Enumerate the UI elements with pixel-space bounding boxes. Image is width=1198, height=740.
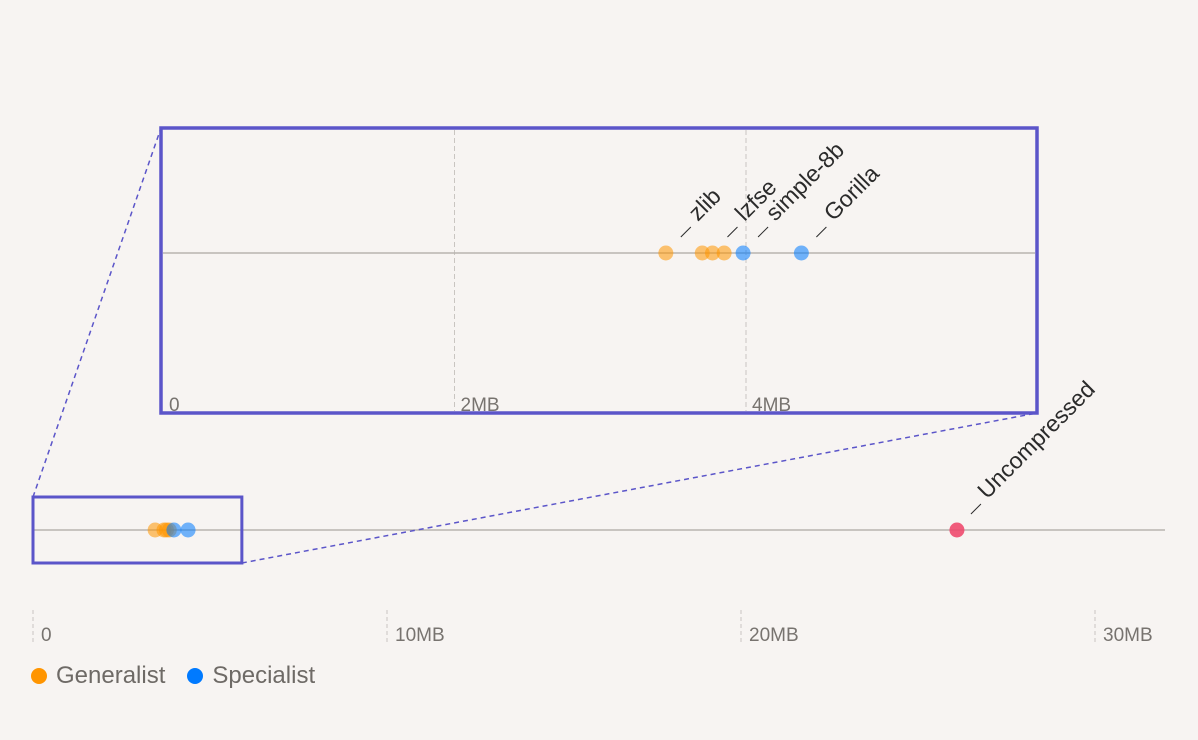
zoom-point-specialist (735, 245, 751, 261)
main-tick-label: 20MB (749, 625, 799, 646)
main-point-leader (970, 503, 982, 515)
main-tick-label: 30MB (1103, 625, 1153, 646)
zoom-point-generalist (658, 245, 674, 261)
legend-label-specialist: Specialist (212, 662, 316, 689)
main-tick-label: 10MB (395, 625, 445, 646)
zoom-tick-label: 4MB (752, 395, 791, 416)
legend-item-specialist[interactable]: Specialist (187, 662, 315, 690)
main-tick-label: 0 (41, 625, 52, 646)
legend-item-generalist[interactable]: Generalist (31, 662, 165, 690)
main-point-specialist (180, 522, 196, 538)
legend-label-generalist: Generalist (56, 662, 166, 689)
zoom-connector-left (32, 127, 162, 498)
zoom-tick-label: 0 (169, 395, 180, 416)
zoom-point-leader (757, 226, 769, 238)
zoom-tick-label: 2MB (461, 395, 500, 416)
zoom-point-label: zlib (683, 183, 726, 226)
zoom-point-leader (816, 226, 827, 238)
legend: Generalist Specialist (31, 662, 315, 690)
legend-dot-generalist (31, 668, 47, 684)
zoom-panel-box (159, 126, 1039, 415)
zoom-point-leader (680, 226, 692, 238)
zoom-point-generalist (704, 245, 720, 261)
legend-dot-specialist (187, 668, 204, 684)
zoom-source-box (31, 495, 244, 565)
main-point-specialist (166, 522, 182, 538)
zoom-point-generalist (716, 245, 732, 261)
zoom-point-leader (727, 226, 738, 238)
zoom-connector-right (241, 412, 1038, 564)
zoom-point-specialist (793, 245, 809, 261)
main-point-uncompressed (949, 522, 965, 538)
